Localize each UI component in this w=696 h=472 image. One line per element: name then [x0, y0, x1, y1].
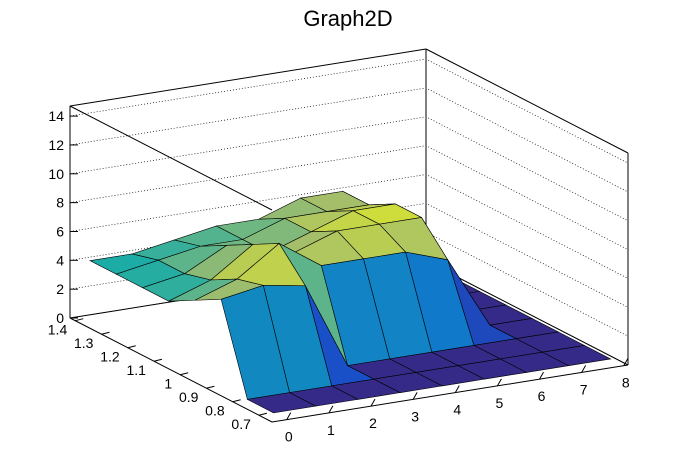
x-tick-label: 5 [495, 395, 503, 411]
y-tick [101, 331, 110, 335]
y-tick-label: 1.3 [74, 335, 94, 351]
x-tick [623, 358, 629, 366]
grid-line [69, 58, 629, 164]
z-tick-label: 2 [56, 281, 64, 297]
y-tick-label: 1.1 [126, 362, 146, 378]
y-tick [206, 385, 215, 389]
y-tick-label: 1.4 [48, 322, 68, 338]
box-edge [69, 105, 273, 211]
x-tick-label: 4 [453, 402, 461, 418]
z-tick-label: 0 [56, 310, 64, 326]
y-tick [75, 318, 84, 322]
grid-line [69, 87, 629, 193]
x-tick-label: 7 [580, 381, 588, 397]
y-tick [232, 399, 241, 403]
z-tick-label: 4 [56, 252, 64, 268]
x-tick-label: 8 [622, 375, 630, 391]
x-tick-label: 1 [327, 422, 335, 438]
y-tick [153, 358, 163, 362]
grid-line [69, 174, 629, 279]
y-tick-label: 1.2 [100, 349, 120, 365]
x-tick [328, 405, 334, 414]
y-tick [180, 372, 189, 376]
y-tick [127, 345, 136, 349]
z-tick-label: 12 [48, 137, 64, 153]
y-tick-label: 0.8 [205, 403, 225, 419]
z-tick-label: 6 [56, 223, 64, 239]
y-tick-label: 0.7 [231, 416, 251, 432]
x-tick [370, 398, 376, 407]
y-tick-label: 0.9 [179, 389, 199, 405]
z-tick-label: 8 [56, 195, 64, 211]
x-tick [454, 385, 460, 393]
box-edge [271, 364, 629, 423]
grid-line [69, 116, 629, 222]
x-tick [412, 392, 418, 400]
x-tick [539, 371, 544, 380]
grid-line [69, 145, 629, 250]
z-tick-label: 14 [48, 108, 64, 124]
x-tick [286, 412, 292, 420]
x-tick-label: 6 [538, 388, 546, 404]
box-edge [425, 48, 629, 154]
x-tick [581, 365, 587, 373]
x-tick-label: 3 [411, 408, 419, 424]
box-edge [69, 48, 427, 107]
chart-title: Graph2D [303, 6, 392, 31]
x-tick [496, 378, 502, 387]
surface-cell [246, 392, 317, 414]
y-tick [258, 412, 268, 416]
box-edge [69, 317, 273, 423]
x-tick-label: 0 [285, 429, 293, 445]
x-tick-label: 2 [369, 415, 377, 431]
y-tick-label: 1 [164, 376, 172, 392]
z-tick-label: 10 [48, 166, 64, 182]
